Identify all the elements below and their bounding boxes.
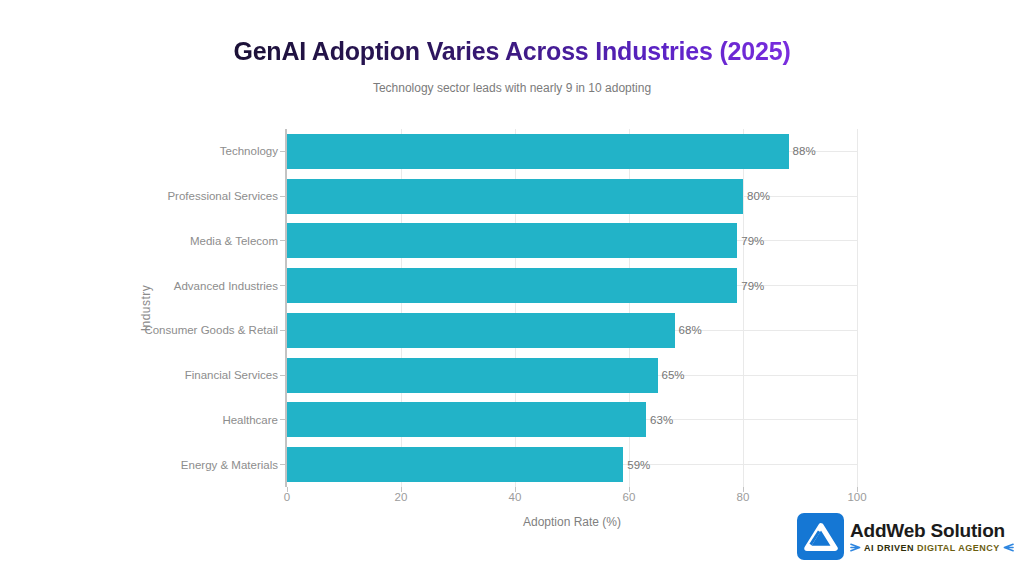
x-tick-label: 100: [847, 491, 866, 503]
bar-consumer-goods-retail: [287, 313, 675, 348]
category-label: Healthcare: [0, 398, 278, 443]
bar-technology: [287, 134, 789, 169]
x-tick-label: 0: [284, 491, 290, 503]
addweb-solution-logo: AddWeb Solution AI DRIVEN DIGITAL AGENCY: [797, 513, 1014, 560]
bar-value-label: 68%: [679, 324, 702, 336]
brand-text-block: AddWeb Solution AI DRIVEN DIGITAL AGENCY: [850, 520, 1014, 553]
bar-value-label: 79%: [741, 235, 764, 247]
x-axis-title: Adoption Rate (%): [287, 515, 857, 529]
y-axis-tick-mark: [280, 151, 285, 152]
brand-tagline: AI DRIVEN DIGITAL AGENCY: [850, 542, 1014, 553]
wind-right-icon: [1003, 542, 1014, 553]
tagline-ai-driven: AI DRIVEN: [864, 543, 914, 553]
chart-subtitle: Technology sector leads with nearly 9 in…: [0, 81, 1024, 95]
bar-value-label: 65%: [662, 369, 685, 381]
x-tick-label: 60: [623, 491, 636, 503]
chart-title: GenAI Adoption Varies Across Industries …: [0, 36, 1024, 66]
plot-area: 88% 80% 79% 79% 68% 65% 63% 59%: [285, 129, 857, 487]
bar-value-label: 59%: [627, 459, 650, 471]
triangle-a-icon: [804, 522, 838, 552]
x-tick-label: 80: [737, 491, 750, 503]
bar-advanced-industries: [287, 268, 737, 303]
y-axis-tick-mark: [280, 375, 285, 376]
category-label: Advanced Industries: [0, 263, 278, 308]
y-axis-tick-mark: [280, 285, 285, 286]
bar-value-label: 80%: [747, 190, 770, 202]
category-label: Energy & Materials: [0, 442, 278, 487]
bar-professional-services: [287, 179, 743, 214]
bar-media-telecom: [287, 223, 737, 258]
bar-financial-services: [287, 358, 658, 393]
category-label: Technology: [0, 129, 278, 174]
bar-value-label: 79%: [741, 280, 764, 292]
x-axis-tick-labels: 020406080100: [287, 491, 857, 505]
category-label: Financial Services: [0, 353, 278, 398]
bar-value-label: 63%: [650, 414, 673, 426]
x-tick-label: 20: [395, 491, 408, 503]
bar-value-label: 88%: [793, 145, 816, 157]
bar-healthcare: [287, 402, 646, 437]
y-axis-category-labels: TechnologyProfessional ServicesMedia & T…: [0, 129, 278, 487]
wind-left-icon: [850, 542, 861, 553]
y-axis-tick-mark: [280, 240, 285, 241]
category-label: Professional Services: [0, 174, 278, 219]
vertical-gridline: [857, 129, 858, 487]
y-axis-tick-mark: [280, 419, 285, 420]
y-axis-tick-mark: [280, 330, 285, 331]
tagline-digital-agency: DIGITAL AGENCY: [917, 543, 1000, 553]
addweb-logo-icon: [797, 513, 844, 560]
y-axis-tick-mark: [280, 464, 285, 465]
y-axis-tick-mark: [280, 196, 285, 197]
category-label: Consumer Goods & Retail: [0, 308, 278, 353]
category-label: Media & Telecom: [0, 219, 278, 264]
infographic-canvas: GenAI Adoption Varies Across Industries …: [0, 0, 1024, 576]
bar-energy-materials: [287, 447, 623, 482]
brand-name: AddWeb Solution: [850, 520, 1014, 541]
x-tick-label: 40: [509, 491, 522, 503]
